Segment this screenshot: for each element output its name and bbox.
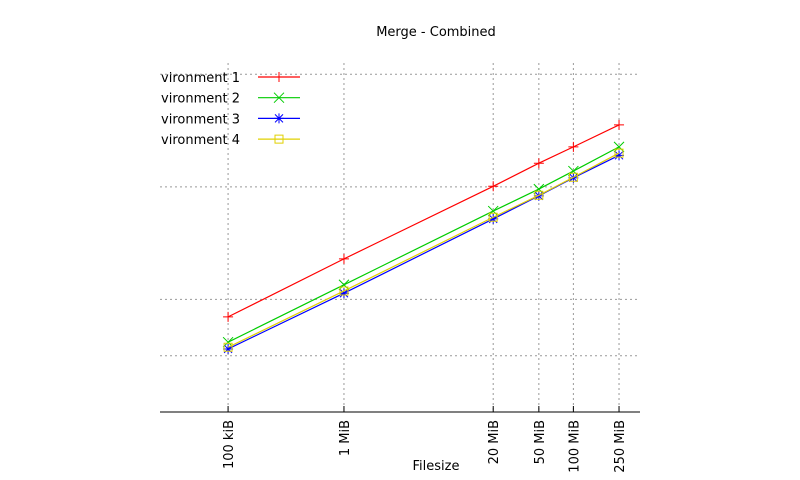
marker	[488, 213, 499, 224]
x-tick-label: 100 kiB	[222, 420, 237, 469]
x-tick-label: 100 MiB	[567, 420, 582, 473]
marker	[273, 92, 285, 104]
series-line	[227, 152, 620, 348]
legend-label: vironment 1	[161, 71, 240, 86]
marker	[614, 150, 625, 161]
marker	[338, 279, 350, 291]
marker	[223, 342, 233, 352]
series-line	[227, 124, 620, 318]
marker	[488, 212, 498, 222]
marker	[223, 311, 234, 322]
x-axis-label: Filesize	[413, 459, 460, 474]
marker	[487, 205, 499, 217]
marker	[614, 119, 625, 130]
marker	[339, 286, 349, 296]
marker	[223, 343, 234, 354]
series-line	[227, 146, 620, 343]
marker	[338, 253, 349, 264]
marker	[274, 72, 284, 82]
legend-label: vironment 2	[161, 92, 240, 107]
marker	[614, 148, 624, 158]
series-line	[227, 154, 620, 350]
marker	[533, 158, 544, 169]
legend-label: vironment 4	[161, 133, 240, 148]
marker	[488, 181, 499, 192]
x-tick-label: 250 MiB	[613, 420, 628, 473]
chart-title: Merge - Combined	[376, 25, 496, 40]
marker	[274, 113, 284, 124]
x-tick-label: 50 MiB	[533, 420, 548, 464]
plot-area	[222, 119, 625, 354]
marker	[274, 134, 284, 144]
marker	[568, 141, 579, 152]
marker	[613, 141, 625, 153]
x-tick-label: 1 MiB	[338, 420, 353, 456]
x-tick-label: 20 MiB	[487, 420, 502, 464]
marker	[338, 288, 349, 299]
marker	[534, 190, 544, 200]
legend-label: vironment 3	[161, 112, 240, 127]
marker	[568, 172, 578, 182]
